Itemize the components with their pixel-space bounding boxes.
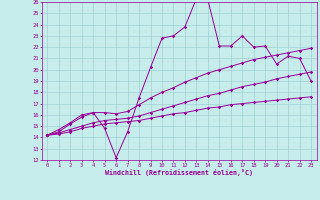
X-axis label: Windchill (Refroidissement éolien,°C): Windchill (Refroidissement éolien,°C) <box>105 169 253 176</box>
